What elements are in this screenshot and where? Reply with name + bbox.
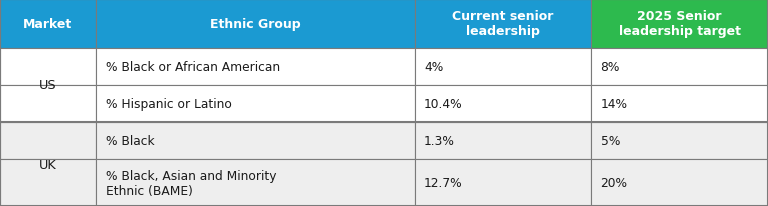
- Text: 1.3%: 1.3%: [424, 135, 455, 147]
- Text: 5%: 5%: [601, 135, 620, 147]
- Text: 14%: 14%: [601, 97, 627, 110]
- Bar: [96, 48, 415, 85]
- Bar: [591, 123, 768, 159]
- Text: % Black or African American: % Black or African American: [106, 60, 280, 73]
- Bar: [96, 159, 415, 206]
- Text: % Black, Asian and Minority
Ethnic (BAME): % Black, Asian and Minority Ethnic (BAME…: [106, 169, 276, 197]
- Bar: [0, 85, 96, 123]
- Text: Market: Market: [23, 18, 73, 31]
- Text: 8%: 8%: [601, 60, 620, 73]
- Bar: [415, 123, 591, 159]
- Bar: [96, 123, 415, 159]
- Bar: [0, 0, 96, 48]
- Bar: [415, 48, 591, 85]
- Bar: [591, 159, 768, 206]
- Bar: [591, 48, 768, 85]
- Bar: [415, 0, 591, 48]
- Bar: [0, 123, 96, 159]
- Text: 20%: 20%: [601, 176, 627, 189]
- Text: % Hispanic or Latino: % Hispanic or Latino: [106, 97, 232, 110]
- Bar: [0, 159, 96, 206]
- Bar: [415, 85, 591, 123]
- Text: 12.7%: 12.7%: [424, 176, 462, 189]
- Bar: [96, 85, 415, 123]
- Bar: [415, 159, 591, 206]
- Text: 4%: 4%: [424, 60, 443, 73]
- Text: Current senior
leadership: Current senior leadership: [452, 10, 554, 38]
- Bar: [96, 0, 415, 48]
- Text: 10.4%: 10.4%: [424, 97, 462, 110]
- Text: Ethnic Group: Ethnic Group: [210, 18, 301, 31]
- Bar: [591, 85, 768, 123]
- Text: % Black: % Black: [106, 135, 154, 147]
- Text: US: US: [39, 79, 57, 92]
- Text: UK: UK: [39, 158, 57, 171]
- Text: 2025 Senior
leadership target: 2025 Senior leadership target: [619, 10, 740, 38]
- Bar: [0, 48, 96, 85]
- Bar: [591, 0, 768, 48]
